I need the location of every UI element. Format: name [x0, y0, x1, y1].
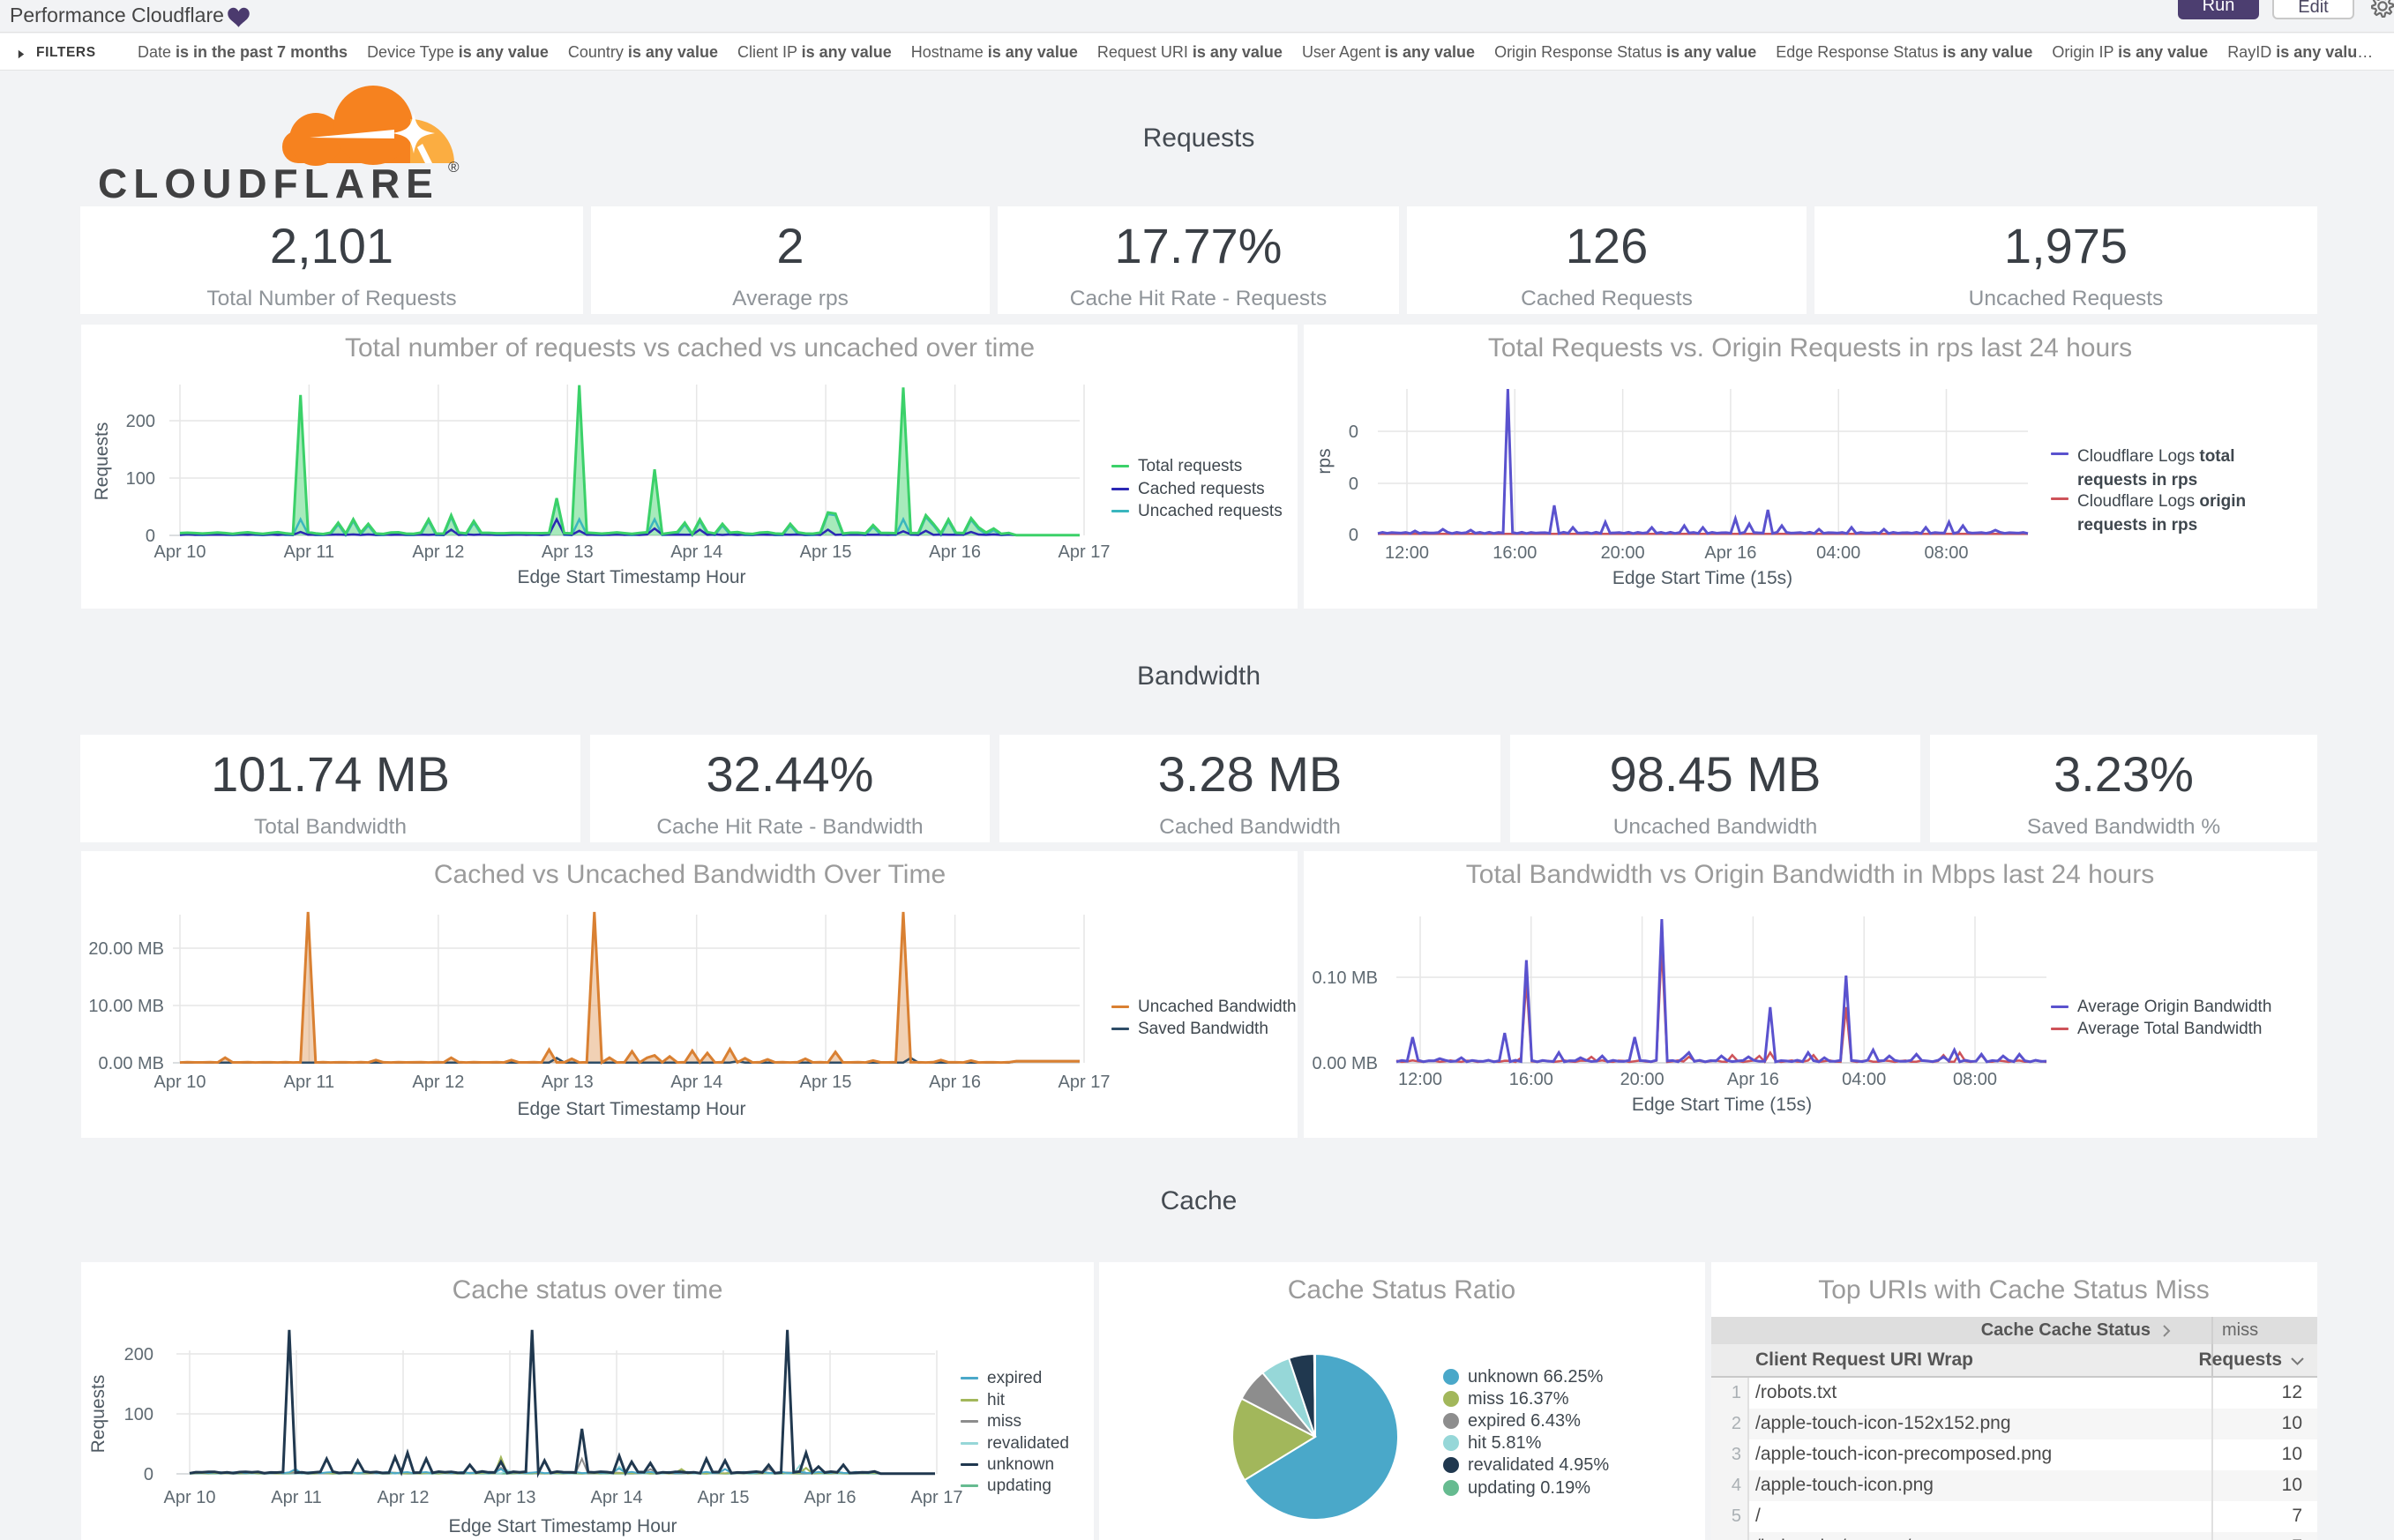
svg-text:0.10 MB: 0.10 MB — [1313, 968, 1378, 988]
svg-text:200: 200 — [124, 1345, 153, 1364]
svg-text:04:00: 04:00 — [1816, 543, 1860, 563]
svg-text:Apr 14: Apr 14 — [591, 1488, 643, 1507]
svg-text:Apr 17: Apr 17 — [1059, 1073, 1111, 1092]
svg-text:Edge Start Time (15s): Edge Start Time (15s) — [1612, 568, 1792, 588]
svg-text:16:00: 16:00 — [1493, 543, 1537, 563]
svg-text:rps: rps — [1314, 448, 1335, 474]
svg-text:Apr 16: Apr 16 — [929, 542, 981, 562]
svg-text:Cache status over time: Cache status over time — [453, 1275, 723, 1305]
svg-text:Total Requests vs. Origin Requ: Total Requests vs. Origin Requests in rp… — [1488, 333, 2132, 363]
svg-text:Apr 10: Apr 10 — [154, 542, 206, 562]
svg-text:Cache Status Ratio: Cache Status Ratio — [1288, 1275, 1515, 1305]
svg-text:Apr 14: Apr 14 — [670, 542, 722, 562]
svg-text:Total number of requests vs ca: Total number of requests vs cached vs un… — [345, 333, 1035, 363]
svg-text:Top URIs with Cache Status Mis: Top URIs with Cache Status Miss — [1818, 1275, 2209, 1305]
svg-text:Apr 12: Apr 12 — [412, 1073, 464, 1092]
svg-text:Apr 15: Apr 15 — [698, 1488, 750, 1507]
svg-text:Apr 17: Apr 17 — [911, 1488, 963, 1507]
svg-text:CLOUDFLARE: CLOUDFLARE — [98, 161, 439, 206]
svg-text:Apr 13: Apr 13 — [542, 542, 594, 562]
svg-text:®: ® — [448, 159, 460, 176]
svg-text:Edge Start Timestamp Hour: Edge Start Timestamp Hour — [448, 1516, 677, 1536]
svg-text:20.00 MB: 20.00 MB — [88, 939, 164, 959]
svg-text:Apr 12: Apr 12 — [412, 542, 464, 562]
svg-text:12:00: 12:00 — [1398, 1070, 1442, 1089]
svg-text:Cached vs Uncached Bandwidth O: Cached vs Uncached Bandwidth Over Time — [434, 860, 946, 889]
svg-text:Apr 16: Apr 16 — [1727, 1070, 1779, 1089]
svg-text:0: 0 — [1349, 422, 1358, 442]
svg-text:Apr 16: Apr 16 — [1704, 543, 1756, 563]
svg-text:Apr 11: Apr 11 — [271, 1488, 321, 1507]
svg-text:Apr 16: Apr 16 — [929, 1073, 981, 1092]
svg-text:12:00: 12:00 — [1385, 543, 1429, 563]
svg-text:Apr 13: Apr 13 — [484, 1488, 536, 1507]
svg-text:Apr 11: Apr 11 — [284, 542, 334, 562]
svg-text:Apr 15: Apr 15 — [800, 542, 852, 562]
svg-text:100: 100 — [124, 1405, 153, 1424]
svg-text:0: 0 — [146, 527, 155, 546]
svg-text:Apr 16: Apr 16 — [804, 1488, 857, 1507]
svg-text:20:00: 20:00 — [1601, 543, 1645, 563]
svg-text:16:00: 16:00 — [1509, 1070, 1553, 1089]
svg-text:Edge Start Timestamp Hour: Edge Start Timestamp Hour — [517, 567, 745, 587]
svg-text:0.00 MB: 0.00 MB — [1313, 1054, 1378, 1073]
svg-text:04:00: 04:00 — [1842, 1070, 1886, 1089]
svg-text:Apr 12: Apr 12 — [378, 1488, 430, 1507]
svg-text:Edge Start Time (15s): Edge Start Time (15s) — [1632, 1095, 1812, 1115]
svg-text:0: 0 — [1349, 526, 1358, 545]
svg-text:Requests: Requests — [88, 1375, 108, 1454]
svg-text:10.00 MB: 10.00 MB — [88, 997, 164, 1016]
svg-text:Apr 10: Apr 10 — [154, 1073, 206, 1092]
svg-text:Total Bandwidth vs Origin Band: Total Bandwidth vs Origin Bandwidth in M… — [1466, 860, 2154, 889]
svg-text:08:00: 08:00 — [1953, 1070, 1997, 1089]
svg-text:Apr 14: Apr 14 — [670, 1073, 722, 1092]
svg-text:100: 100 — [126, 469, 155, 489]
svg-text:0: 0 — [1349, 475, 1358, 494]
svg-text:Apr 10: Apr 10 — [164, 1488, 216, 1507]
svg-text:Apr 17: Apr 17 — [1059, 542, 1111, 562]
svg-text:200: 200 — [126, 412, 155, 431]
svg-text:20:00: 20:00 — [1620, 1070, 1665, 1089]
svg-text:08:00: 08:00 — [1924, 543, 1968, 563]
svg-text:Edge Start Timestamp Hour: Edge Start Timestamp Hour — [517, 1099, 745, 1119]
svg-text:Apr 11: Apr 11 — [284, 1073, 334, 1092]
svg-text:0.00 MB: 0.00 MB — [99, 1054, 164, 1073]
svg-text:Apr 15: Apr 15 — [800, 1073, 852, 1092]
svg-text:0: 0 — [144, 1465, 153, 1484]
svg-text:Apr 13: Apr 13 — [542, 1073, 594, 1092]
svg-text:Requests: Requests — [92, 422, 112, 501]
